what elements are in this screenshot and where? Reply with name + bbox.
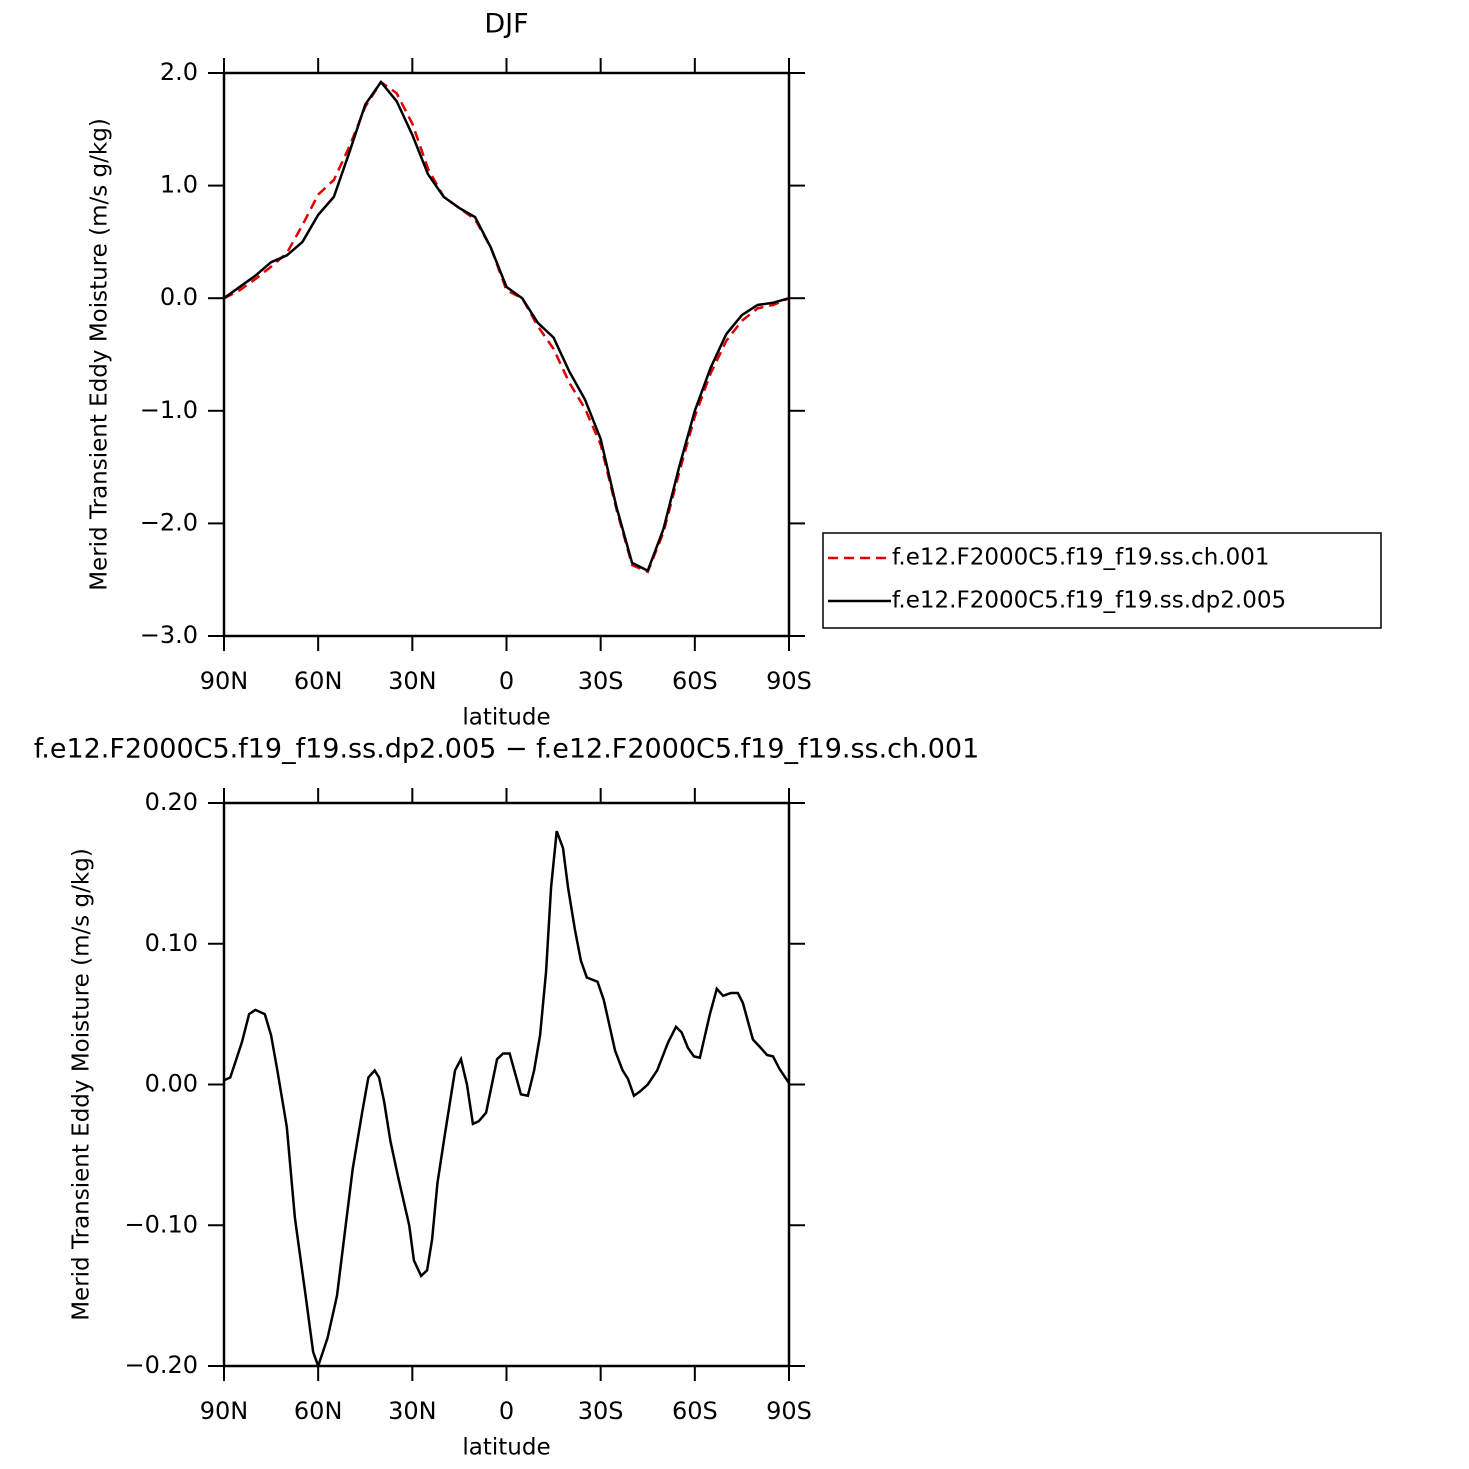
x-tick-label: 60N	[294, 1397, 343, 1425]
series-line	[223, 80, 790, 574]
y-tick-label: 1.0	[160, 171, 198, 199]
x-tick-label: 90S	[766, 667, 812, 695]
legend-label: f.e12.F2000C5.f19_f19.ss.dp2.005	[892, 588, 1286, 614]
y-axis-label: Merid Transient Eddy Moisture (m/s g/kg)	[87, 118, 113, 591]
x-tick-label: 30N	[388, 667, 437, 695]
series-line	[223, 830, 791, 1370]
y-tick-label: 0.10	[145, 929, 198, 957]
x-tick-label: 0	[499, 667, 514, 695]
y-tick-label: 2.0	[160, 58, 198, 86]
x-tick-label: 60N	[294, 667, 343, 695]
x-tick-label: 30S	[578, 1397, 624, 1425]
y-tick-label: −0.10	[124, 1210, 198, 1238]
x-axis-label: latitude	[462, 705, 550, 731]
y-tick-label: −2.0	[140, 508, 198, 536]
x-tick-label: 60S	[672, 1397, 718, 1425]
y-tick-label: −0.20	[124, 1351, 198, 1379]
y-tick-label: −3.0	[140, 621, 198, 649]
chart-title: DJF	[484, 9, 528, 40]
y-tick-label: 0.20	[145, 788, 198, 816]
y-tick-label: −1.0	[140, 396, 198, 424]
x-tick-label: 90N	[200, 667, 249, 695]
chart-title: f.e12.F2000C5.f19_f19.ss.dp2.005 − f.e12…	[34, 734, 980, 765]
x-tick-label: 0	[499, 1397, 514, 1425]
x-axis-label: latitude	[462, 1435, 550, 1461]
plot-frame	[222, 801, 791, 1368]
x-tick-label: 90S	[766, 1397, 812, 1425]
y-tick-label: 0.0	[160, 283, 198, 311]
series-line	[223, 79, 790, 573]
legend-box	[822, 532, 1382, 629]
x-tick-label: 30N	[388, 1397, 437, 1425]
x-tick-label: 60S	[672, 667, 718, 695]
plot-frame	[222, 71, 791, 638]
x-tick-label: 30S	[578, 667, 624, 695]
y-axis-label: Merid Transient Eddy Moisture (m/s g/kg)	[69, 848, 95, 1321]
legend-label: f.e12.F2000C5.f19_f19.ss.ch.001	[892, 545, 1269, 571]
x-tick-label: 90N	[200, 1397, 249, 1425]
y-tick-label: 0.00	[145, 1070, 198, 1098]
